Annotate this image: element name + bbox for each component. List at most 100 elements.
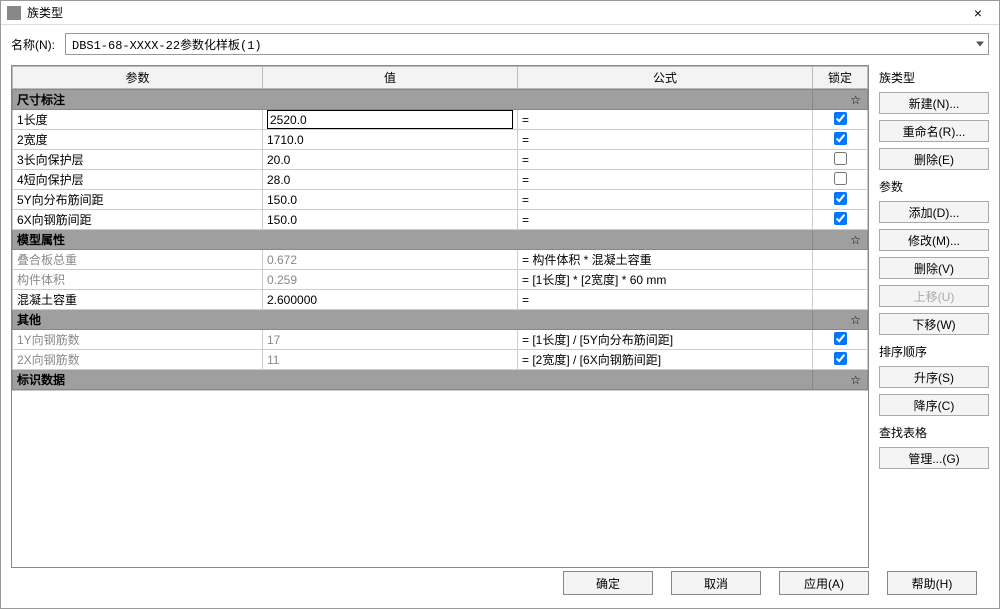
value-cell[interactable] [263, 250, 518, 270]
formula-cell[interactable]: = [518, 130, 813, 150]
lock-cell[interactable] [813, 350, 868, 370]
value-cell[interactable] [263, 290, 518, 310]
table-row[interactable]: 2X向钢筋数 = [2宽度] / [6X向钢筋间距] [13, 350, 868, 370]
value-cell[interactable] [263, 110, 518, 130]
modify-button[interactable]: 修改(M)... [879, 229, 989, 251]
add-button[interactable]: 添加(D)... [879, 201, 989, 223]
formula-cell[interactable]: = [518, 210, 813, 230]
value-cell[interactable] [263, 270, 518, 290]
lock-cell[interactable] [813, 130, 868, 150]
table-row[interactable]: 4短向保护层 = [13, 170, 868, 190]
new-button[interactable]: 新建(N)... [879, 92, 989, 114]
col-header-lock[interactable]: 锁定 [813, 67, 868, 89]
formula-cell[interactable]: = [1长度] / [5Y向分布筋间距] [518, 330, 813, 350]
lock-cell[interactable] [813, 110, 868, 130]
sort-asc-button[interactable]: 升序(S) [879, 366, 989, 388]
move-down-button[interactable]: 下移(W) [879, 313, 989, 335]
value-cell[interactable] [263, 350, 518, 370]
value-input[interactable] [267, 170, 513, 189]
section-expand-icon[interactable]: ☆ [813, 230, 868, 250]
value-cell[interactable] [263, 130, 518, 150]
table-row[interactable]: 叠合板总重= 构件体积 * 混凝土容重 [13, 250, 868, 270]
table-row[interactable]: 混凝土容重 = [13, 290, 868, 310]
value-input[interactable] [267, 330, 513, 349]
param-cell[interactable]: 2X向钢筋数 [13, 350, 263, 370]
param-cell[interactable]: 1Y向钢筋数 [13, 330, 263, 350]
formula-cell[interactable]: = [518, 170, 813, 190]
value-cell[interactable] [263, 150, 518, 170]
lock-cell[interactable] [813, 290, 868, 310]
table-row[interactable]: 5Y向分布筋间距 = [13, 190, 868, 210]
lock-checkbox[interactable] [834, 172, 847, 185]
grid-scroll[interactable]: 尺寸标注☆1长度=2宽度=3长向保护层=4短向保护层=5Y向分布筋间距=6X向钢… [12, 89, 868, 567]
formula-cell[interactable]: = [518, 190, 813, 210]
section-header[interactable]: 其他☆ [13, 310, 868, 330]
cancel-button[interactable]: 取消 [671, 571, 761, 595]
table-row[interactable]: 1长度 = [13, 110, 868, 130]
formula-cell[interactable]: = [518, 290, 813, 310]
lock-checkbox[interactable] [834, 152, 847, 165]
col-header-param[interactable]: 参数 [13, 67, 263, 89]
formula-cell[interactable]: = [518, 110, 813, 130]
param-cell[interactable]: 叠合板总重 [13, 250, 263, 270]
lock-cell[interactable] [813, 270, 868, 290]
formula-cell[interactable]: = [2宽度] / [6X向钢筋间距] [518, 350, 813, 370]
close-icon[interactable]: × [963, 5, 993, 21]
section-header[interactable]: 尺寸标注☆ [13, 90, 868, 110]
section-expand-icon[interactable]: ☆ [813, 90, 868, 110]
lock-cell[interactable] [813, 150, 868, 170]
lock-checkbox[interactable] [834, 112, 847, 125]
lock-checkbox[interactable] [834, 132, 847, 145]
lock-checkbox[interactable] [834, 192, 847, 205]
table-row[interactable]: 3长向保护层 = [13, 150, 868, 170]
table-row[interactable]: 2宽度= [13, 130, 868, 150]
sort-desc-button[interactable]: 降序(C) [879, 394, 989, 416]
value-input[interactable] [267, 270, 513, 289]
manage-button[interactable]: 管理...(G) [879, 447, 989, 469]
param-cell[interactable]: 混凝土容重 [13, 290, 263, 310]
lock-cell[interactable] [813, 190, 868, 210]
lock-checkbox[interactable] [834, 212, 847, 225]
lock-checkbox[interactable] [834, 352, 847, 365]
formula-cell[interactable]: = [1长度] * [2宽度] * 60 mm [518, 270, 813, 290]
col-header-formula[interactable]: 公式 [518, 67, 813, 89]
section-header[interactable]: 标识数据☆ [13, 370, 868, 390]
apply-button[interactable]: 应用(A) [779, 571, 869, 595]
value-cell[interactable] [263, 330, 518, 350]
param-cell[interactable]: 6X向钢筋间距 [13, 210, 263, 230]
lock-cell[interactable] [813, 250, 868, 270]
param-cell[interactable]: 1长度 [13, 110, 263, 130]
param-cell[interactable]: 3长向保护层 [13, 150, 263, 170]
rename-button[interactable]: 重命名(R)... [879, 120, 989, 142]
param-cell[interactable]: 4短向保护层 [13, 170, 263, 190]
section-expand-icon[interactable]: ☆ [813, 370, 868, 390]
value-input[interactable] [267, 150, 513, 169]
param-cell[interactable]: 5Y向分布筋间距 [13, 190, 263, 210]
value-input[interactable] [267, 110, 513, 129]
value-input[interactable] [267, 190, 513, 209]
table-row[interactable]: 1Y向钢筋数 = [1长度] / [5Y向分布筋间距] [13, 330, 868, 350]
lock-cell[interactable] [813, 210, 868, 230]
lock-cell[interactable] [813, 170, 868, 190]
value-cell[interactable] [263, 170, 518, 190]
formula-cell[interactable]: = [518, 150, 813, 170]
value-cell[interactable] [263, 190, 518, 210]
section-header[interactable]: 模型属性☆ [13, 230, 868, 250]
value-input[interactable] [267, 130, 513, 149]
col-header-value[interactable]: 值 [263, 67, 518, 89]
value-input[interactable] [267, 290, 513, 309]
value-input[interactable] [267, 250, 513, 269]
param-cell[interactable]: 构件体积 [13, 270, 263, 290]
name-dropdown[interactable]: DBS1-68-XXXX-22参数化样板(1) [65, 33, 989, 55]
section-expand-icon[interactable]: ☆ [813, 310, 868, 330]
lock-checkbox[interactable] [834, 332, 847, 345]
ok-button[interactable]: 确定 [563, 571, 653, 595]
table-row[interactable]: 6X向钢筋间距 = [13, 210, 868, 230]
lock-cell[interactable] [813, 330, 868, 350]
delete-type-button[interactable]: 删除(E) [879, 148, 989, 170]
table-row[interactable]: 构件体积 = [1长度] * [2宽度] * 60 mm [13, 270, 868, 290]
value-input[interactable] [267, 350, 513, 369]
delete-param-button[interactable]: 删除(V) [879, 257, 989, 279]
move-up-button[interactable]: 上移(U) [879, 285, 989, 307]
value-cell[interactable] [263, 210, 518, 230]
